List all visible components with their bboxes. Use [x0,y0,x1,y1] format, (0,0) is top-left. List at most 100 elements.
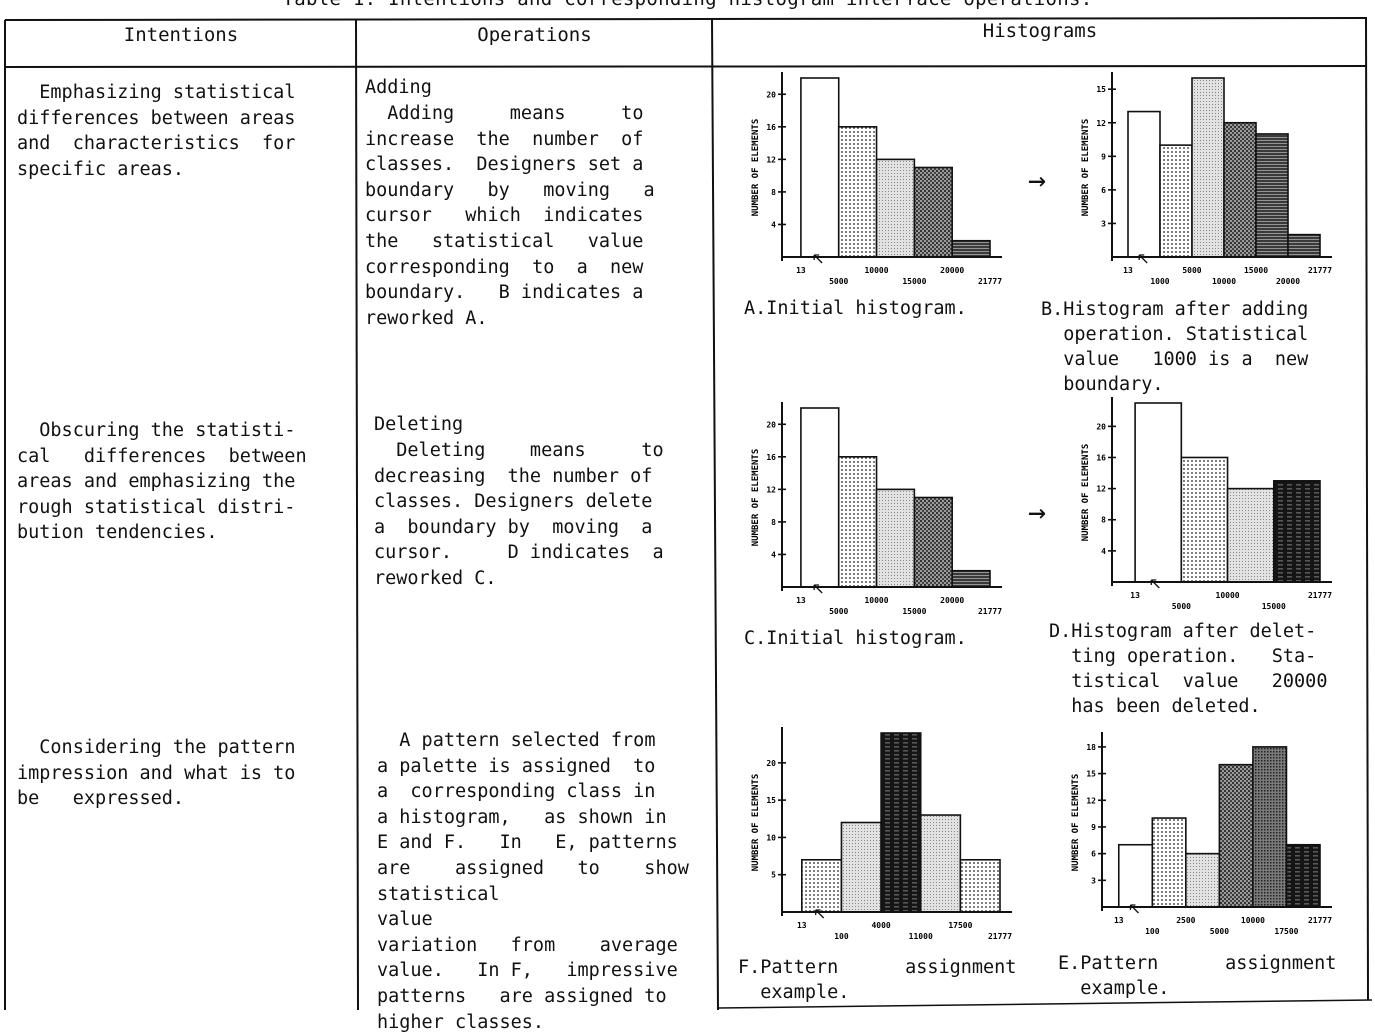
x-tick-label: 13 [1123,266,1133,275]
caption-b: B.Histogram after adding operation. Stat… [1041,299,1309,395]
caption-c: C.Initial histogram. [744,628,967,649]
cursor-arrow-icon [815,909,825,919]
histogram-bar [1272,480,1321,583]
y-tick-label: 12 [766,155,776,164]
x-tick-label: 13 [797,921,807,930]
y-tick-label: 5 [771,871,776,880]
histogram-f: NUMBER OF ELEMENTS 5 10 15 20 13 100 4000 11000 1… [751,727,1012,941]
histogram-bar [1252,746,1288,908]
histogram-bar [1223,121,1257,258]
y-tick-label: 16 [766,123,776,132]
caption-f: F.Pattern assignment example. [738,957,1017,1003]
x-tick-label: 4000 [871,921,890,930]
histogram-bar [959,858,1001,913]
operation-text: Deleting means to decreasing the number … [374,440,664,589]
cursor-arrow-icon [813,584,823,594]
y-tick-label: 9 [1101,152,1106,161]
operation-text: A pattern selected from a palette is ass… [377,730,689,1033]
x-tick-label: 10000 [1241,916,1265,925]
x-tick-label: 20000 [940,266,964,275]
x-tick-label: 11000 [909,932,933,941]
x-tick-label: 17500 [1274,927,1298,936]
histogram-bar [875,158,916,258]
histogram-bar [1226,487,1275,583]
y-tick-label: 20 [766,420,776,429]
histogram-bar [951,239,991,258]
y-axis-label: NUMBER OF ELEMENTS [1081,444,1091,542]
intention-text: Obscuring the statisti- cal differences … [17,420,307,544]
x-tick-label: 10000 [1212,277,1236,286]
histogram-bar [1127,110,1161,258]
x-tick-label: 5000 [1172,602,1191,611]
intention-text: Emphasizing statistical differences betw… [17,82,296,180]
y-tick-label: 12 [766,485,776,494]
header-histograms: Histograms [982,20,1098,42]
x-tick-label: 21777 [1308,916,1332,925]
header-intentions: Intentions [123,24,239,46]
histogram-bar [837,456,878,588]
caption-a: A.Initial histogram. [744,298,967,319]
y-tick-label: 15 [1086,770,1096,779]
x-tick-label: 15000 [1262,602,1286,611]
x-tick-label: 100 [1145,927,1160,936]
y-tick-label: 3 [1091,876,1096,885]
histogram-a: NUMBER OF ELEMENTS 4 8 12 16 20 13 5000 10000 150… [751,72,1002,286]
x-tick-label: 1000 [1150,277,1169,286]
x-tick-label: 20000 [940,596,964,605]
y-tick-label: 20 [766,759,776,768]
intention-text: Considering the pattern impression and w… [17,737,296,810]
y-tick-label: 15 [1096,85,1106,94]
y-axis-label: NUMBER OF ELEMENTS [751,449,761,547]
x-tick-label: 17500 [948,921,972,930]
y-tick-label: 20 [766,90,776,99]
x-tick-label: 2500 [1176,916,1195,925]
y-tick-label: 8 [771,518,776,527]
x-tick-label: 13 [1114,916,1124,925]
histogram-bar [1287,233,1321,258]
histogram-bar [1255,133,1289,258]
histogram-bar [1185,852,1221,908]
y-tick-label: 18 [1086,743,1096,752]
x-tick-label: 13 [796,266,806,275]
histogram-e: NUMBER OF ELEMENTS 3 6 9 12 15 18 13 100 2500 5000… [1071,732,1332,936]
x-tick-label: 5000 [829,607,848,616]
operation-text: Adding means to increase the number of c… [365,103,655,329]
histogram-bar [880,732,922,913]
y-tick-label: 15 [766,796,776,805]
histogram-bar [913,166,953,258]
x-tick-label: 5000 [1210,927,1229,936]
histogram-bar [1151,817,1187,908]
x-tick-label: 10000 [1216,591,1240,600]
y-axis-label: NUMBER OF ELEMENTS [1081,119,1091,217]
y-tick-label: 4 [771,220,776,229]
x-tick-label: 15000 [902,607,926,616]
header-operations: Operations [477,24,592,46]
caption-d: D.Histogram after delet- ting operation.… [1049,621,1328,717]
histogram-bar [800,77,840,258]
y-tick-label: 8 [771,188,776,197]
y-tick-label: 8 [1101,516,1106,525]
y-tick-label: 9 [1091,823,1096,832]
cursor-arrow-icon [1150,579,1160,589]
x-tick-label: 100 [834,932,849,941]
x-tick-label: 21777 [1308,266,1332,275]
histogram-bar [1218,763,1254,908]
histogram-d: NUMBER OF ELEMENTS 4 8 12 16 20 13 5000 10000 150… [1081,397,1332,611]
cursor-arrow-icon [1138,254,1148,264]
x-tick-label: 5000 [1182,266,1201,275]
histogram-bar [1191,77,1225,258]
operation-title: Deleting [374,414,464,435]
x-tick-label: 13 [796,596,806,605]
y-tick-label: 12 [1086,796,1096,805]
histogram-b: NUMBER OF ELEMENTS 3 6 9 12 15 13 1000 5000 10000… [1081,72,1332,286]
x-tick-label: 13 [1130,591,1140,600]
arrow-icon: → [1028,163,1047,198]
y-tick-label: 12 [1096,119,1106,128]
histogram-bar [801,858,843,913]
y-tick-label: 3 [1101,219,1106,228]
histogram-bar [1285,843,1321,908]
histogram-bar [1117,843,1154,908]
x-tick-label: 15000 [902,277,926,286]
table-title: Table 1. Intentions and corresponding hi… [0,0,1375,10]
y-tick-label: 4 [771,550,776,559]
